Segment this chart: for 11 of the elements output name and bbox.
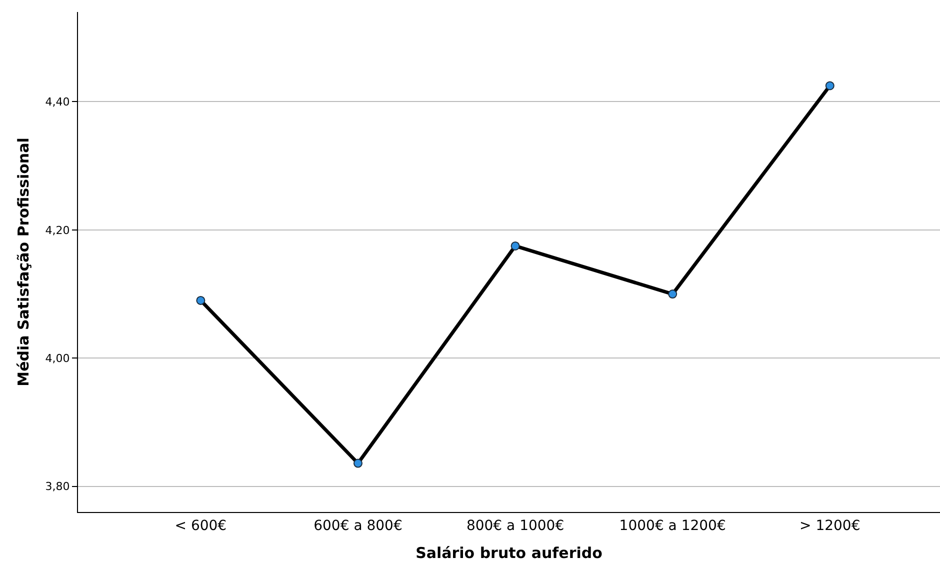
y-tick-label: 3,80 <box>45 480 70 494</box>
x-tick-label: 1000€ a 1200€ <box>619 518 726 534</box>
x-tick-label: > 1200€ <box>800 518 860 534</box>
x-tick-label: 600€ a 800€ <box>314 518 402 534</box>
y-tick-label: 4,40 <box>45 96 70 109</box>
y-tick-label: 4,00 <box>45 352 70 365</box>
x-tick-label: 800€ a 1000€ <box>466 518 564 534</box>
x-tick-label: < 600€ <box>174 518 227 534</box>
x-axis-title: Salário bruto auferido <box>416 544 602 562</box>
y-axis-title: Média Satisfação Profissional <box>14 138 33 386</box>
y-tick-label: 4,20 <box>45 224 70 237</box>
